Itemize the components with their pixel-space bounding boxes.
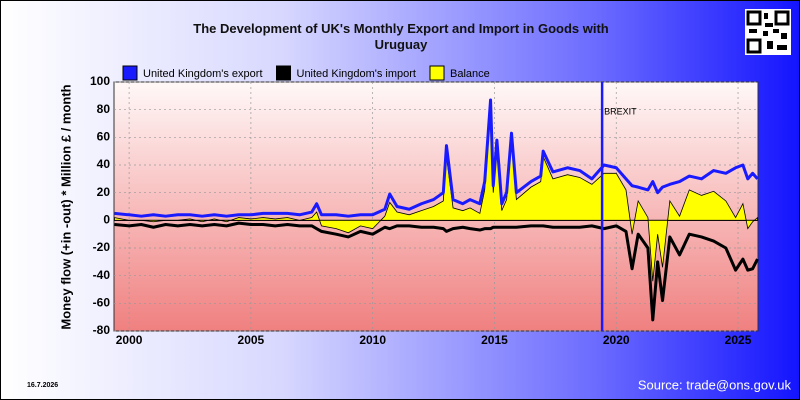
y-tick-label: -40 — [93, 268, 111, 282]
y-tick-label: -60 — [93, 296, 111, 310]
legend-label: United Kingdom's import — [297, 68, 417, 80]
x-tick-label: 2020 — [603, 333, 630, 347]
x-tick-label: 2025 — [725, 333, 752, 347]
y-tick-label: 40 — [97, 157, 111, 171]
y-tick-label: 80 — [97, 102, 111, 116]
legend-label: Balance — [450, 68, 490, 80]
source: Source: trade@ons.gov.uk — [638, 377, 792, 392]
annotation-label: BREXIT — [604, 106, 637, 116]
x-tick-label: 2015 — [481, 333, 508, 347]
y-tick-label: 0 — [103, 213, 110, 227]
y-tick-label: 60 — [97, 130, 111, 144]
y-tick-label: 20 — [97, 185, 111, 199]
y-axis-label: Money flow (+in -out) * Million £ / mont… — [58, 84, 73, 329]
legend-swatch — [122, 65, 138, 81]
y-tick-label: -80 — [93, 323, 111, 337]
series-line — [114, 221, 759, 322]
x-tick-label: 2010 — [359, 333, 386, 347]
legend-label: United Kingdom's export — [143, 68, 263, 80]
qr-code — [745, 9, 791, 55]
series-line — [114, 98, 759, 218]
balance-area — [114, 108, 758, 282]
legend-swatch — [429, 65, 445, 81]
y-tick-label: 100 — [90, 74, 110, 88]
legend-swatch — [276, 65, 291, 81]
x-tick-label: 2005 — [238, 333, 265, 347]
x-tick-label: 2000 — [116, 333, 143, 347]
date-stamp: 16.7.2026 — [27, 382, 58, 389]
chart-title: The Development of UK's Monthly Export a… — [193, 21, 609, 52]
y-tick-label: -20 — [93, 240, 111, 254]
